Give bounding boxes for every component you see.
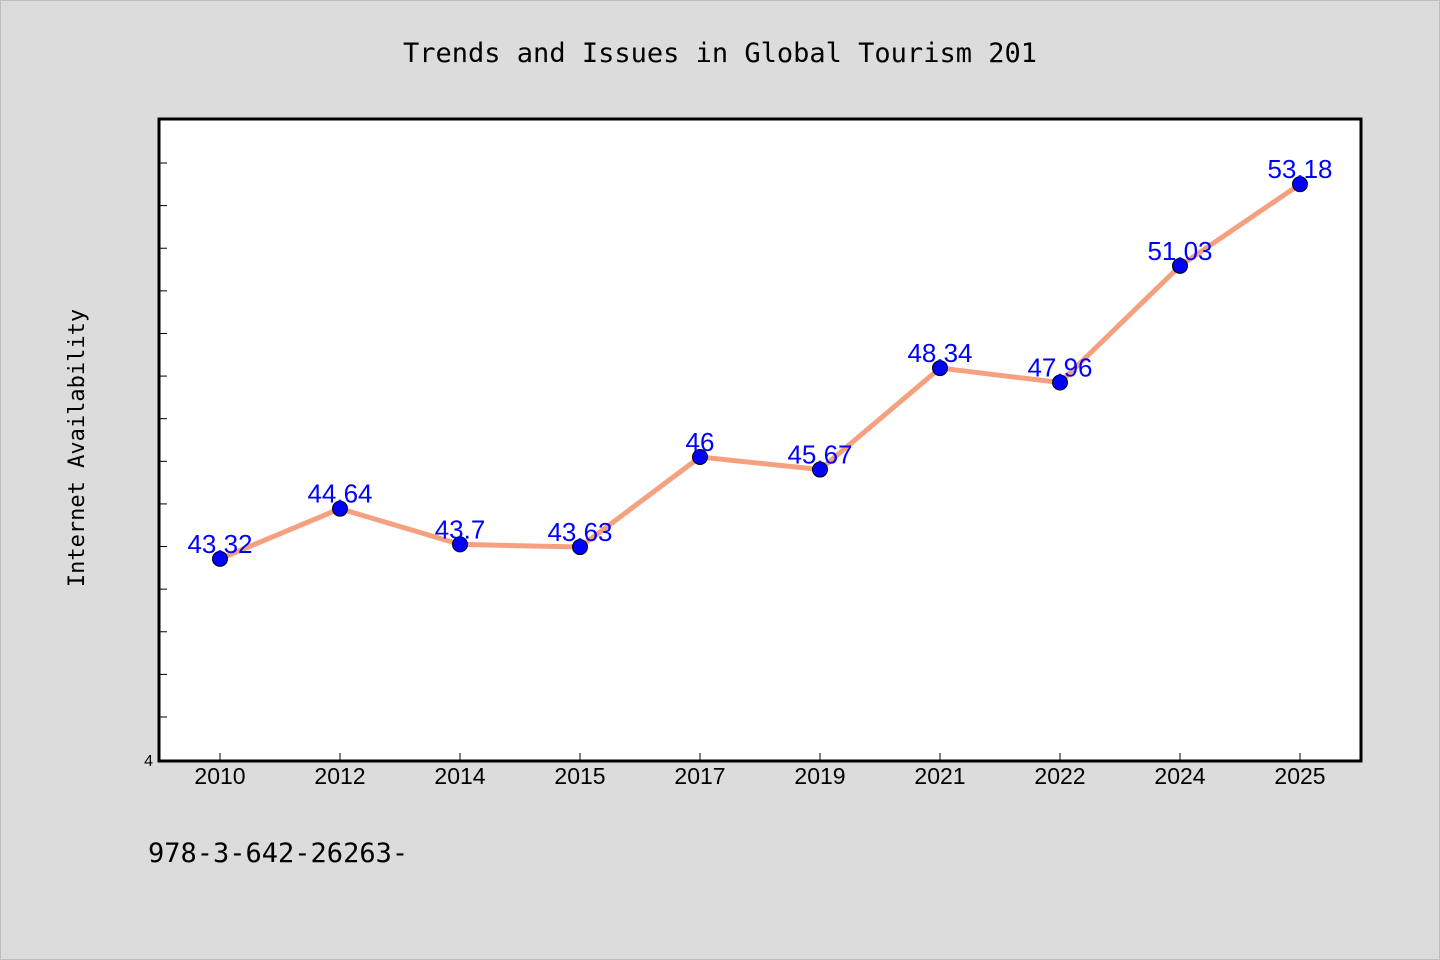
data-point-label: 46	[686, 427, 715, 457]
plot-area	[157, 117, 1363, 763]
data-point-marker	[572, 539, 588, 556]
data-point-marker	[1172, 257, 1188, 274]
data-point-label: 47.96	[1027, 353, 1092, 383]
x-tick-label: 2022	[1034, 763, 1085, 789]
data-point-label: 43.32	[187, 529, 252, 559]
data-point-marker	[212, 550, 228, 567]
data-point-marker	[1052, 374, 1068, 391]
chart-title: Trends and Issues in Global Tourism 201	[403, 38, 1037, 69]
data-point-label: 44.64	[307, 479, 372, 509]
data-labels: 43.32 44.64 43.7 43.63 46 45.67 48.34 47.96 51.0…	[187, 154, 1332, 559]
series-line-group	[217, 181, 1303, 562]
x-tick-label: 2012	[314, 763, 365, 789]
x-tick-label: 2015	[554, 763, 605, 789]
y-tick-label: 4	[144, 753, 153, 770]
x-tick-label: 2021	[914, 763, 965, 789]
data-point-marker	[692, 449, 708, 465]
data-point-marker	[1292, 176, 1308, 193]
x-tick-label: 2010	[194, 763, 245, 789]
data-point-label: 48.34	[907, 338, 972, 368]
data-point-label: 51.03	[1147, 236, 1212, 266]
series-line	[217, 181, 1303, 562]
data-point-marker	[932, 360, 948, 377]
data-point-label: 43.7	[435, 514, 486, 544]
data-point-marker	[812, 461, 828, 478]
data-point-marker	[332, 500, 348, 517]
data-point-label: 53.18	[1267, 154, 1332, 184]
data-point-label: 45.67	[787, 440, 852, 470]
y-axis-ticks: 4	[144, 162, 167, 770]
x-tick-label: 2017	[674, 763, 725, 789]
series-markers	[212, 176, 1308, 567]
data-point-label: 43.63	[547, 517, 612, 547]
x-tick-label: 2024	[1154, 763, 1205, 789]
x-axis-ticks: 2010 2012 2014 2015 2017 2019 2021 2022 2024 2025	[194, 753, 1326, 789]
footer-isbn-text: 978-3-642-26263-	[148, 838, 408, 869]
y-axis-label: Internet Availability	[65, 309, 90, 587]
data-point-marker	[452, 536, 468, 553]
x-tick-label: 2019	[794, 763, 845, 789]
x-tick-label: 2014	[434, 763, 485, 789]
x-tick-label: 2025	[1274, 763, 1325, 789]
